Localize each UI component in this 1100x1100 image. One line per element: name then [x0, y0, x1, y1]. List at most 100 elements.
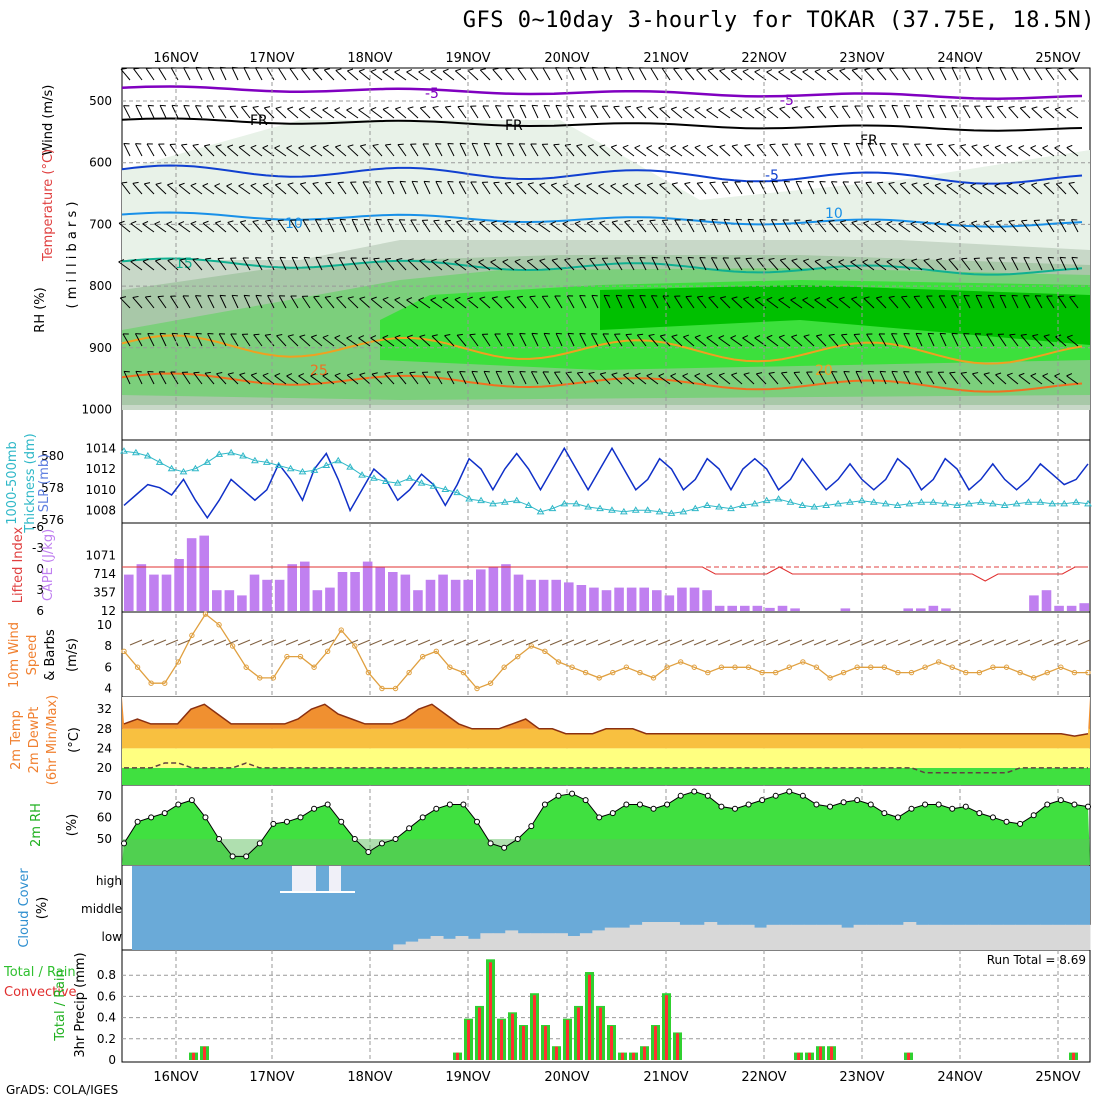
barb-shaft — [622, 147, 635, 157]
barb-flag — [724, 218, 730, 221]
barb-flag — [937, 143, 944, 146]
barb-flag — [576, 144, 583, 147]
barb-flag — [1048, 256, 1054, 259]
cape-bar — [425, 579, 436, 611]
wind-barb — [406, 69, 419, 81]
barb-flag — [337, 181, 344, 184]
convective-bar — [643, 1046, 646, 1060]
barb-shaft — [674, 295, 683, 309]
wind-barb — [659, 182, 671, 195]
precip-tick: 0.4 — [97, 1011, 116, 1025]
wind-barb — [878, 333, 887, 347]
barb-shaft — [831, 143, 839, 157]
wind-barb — [167, 258, 179, 271]
wind-barb-10m — [129, 639, 143, 646]
wind-barb — [1058, 219, 1067, 233]
wind-barb-10m — [213, 639, 227, 646]
date-label-bottom: 20NOV — [544, 1070, 589, 1085]
wind-barb — [1066, 106, 1079, 119]
wind-barb — [315, 256, 323, 271]
wind-barb — [227, 144, 239, 157]
li-tick: 3 — [36, 583, 44, 597]
barb-flag — [658, 373, 665, 377]
barb-flag — [311, 334, 317, 338]
wind-barb — [914, 67, 923, 81]
barb-flag — [190, 220, 197, 225]
rh-point — [460, 801, 467, 808]
barb-flag — [147, 104, 154, 107]
thickness-point — [310, 466, 319, 473]
barb-shaft — [183, 105, 191, 119]
cloud-low-bar — [990, 924, 1004, 950]
wind-barb — [358, 68, 371, 81]
wind-barb — [446, 371, 455, 385]
date-label-bottom: 23NOV — [839, 1070, 884, 1085]
wind-barb — [239, 220, 251, 233]
barb-flag — [817, 105, 823, 108]
barb-shaft — [264, 220, 275, 233]
barb-flag — [544, 332, 550, 335]
barb-flag — [431, 258, 437, 262]
barb-shaft — [658, 147, 671, 157]
wind-barb — [622, 183, 635, 195]
wind-barb — [843, 142, 851, 157]
barb-flag — [718, 107, 725, 111]
barb-shaft — [781, 372, 791, 385]
wind10-label3: & Barbs — [43, 629, 58, 681]
barb-shaft — [648, 335, 659, 347]
barb-shaft — [119, 297, 131, 309]
barb-flag — [478, 259, 485, 263]
barb-flag — [838, 296, 845, 300]
barb-flag — [951, 295, 958, 297]
cloud-low-bar — [579, 933, 593, 950]
barb-flag — [851, 68, 858, 71]
wind-barb — [634, 372, 647, 385]
barb-shaft — [542, 67, 551, 81]
wind-barb — [337, 181, 347, 195]
wind-barb — [886, 258, 899, 271]
barb-flag — [479, 220, 486, 224]
wind-barb — [507, 143, 515, 157]
wind-barb — [278, 67, 287, 81]
barb-flag — [447, 371, 454, 373]
wind-barb-10m — [885, 639, 899, 646]
barb-shaft — [395, 108, 407, 119]
barb-shaft — [322, 375, 335, 385]
barb-flag — [985, 105, 992, 108]
date-label-bottom: 25NOV — [1035, 1070, 1080, 1085]
wind-barb — [903, 104, 911, 119]
barb-flag — [778, 297, 785, 301]
barb-shaft — [911, 260, 923, 271]
barb-shaft — [983, 146, 995, 157]
wind-barb — [576, 371, 587, 385]
cloud-low-bar — [828, 924, 842, 950]
barb-shaft — [661, 220, 671, 233]
barb-flag — [335, 144, 342, 148]
wind-barb — [456, 220, 467, 233]
wind-barb — [898, 258, 911, 271]
rh-point — [922, 801, 929, 808]
barb-shaft — [972, 373, 983, 385]
barb-shaft — [430, 260, 443, 271]
barb-flag — [227, 220, 234, 223]
wind-barb — [611, 372, 623, 385]
barb-shaft — [694, 147, 707, 157]
barb-flag — [242, 257, 249, 259]
barb-flag — [767, 106, 773, 110]
wind-barb — [694, 144, 707, 157]
barb-shaft — [183, 333, 191, 347]
barb-flag — [287, 182, 294, 185]
wind-barb — [802, 297, 815, 309]
barb-flag — [382, 335, 389, 339]
wind-barb — [334, 107, 347, 119]
barb-flag — [315, 256, 322, 259]
barb-flag — [766, 296, 773, 301]
barb-flag — [684, 182, 691, 185]
barb-shaft — [1008, 107, 1019, 119]
rh-tick: 70 — [97, 789, 112, 803]
rh-point — [840, 799, 847, 806]
date-label-bottom: 21NOV — [643, 1070, 688, 1085]
barb-flag — [170, 295, 177, 297]
barb-shaft — [481, 334, 491, 347]
wind-barb — [310, 334, 323, 347]
